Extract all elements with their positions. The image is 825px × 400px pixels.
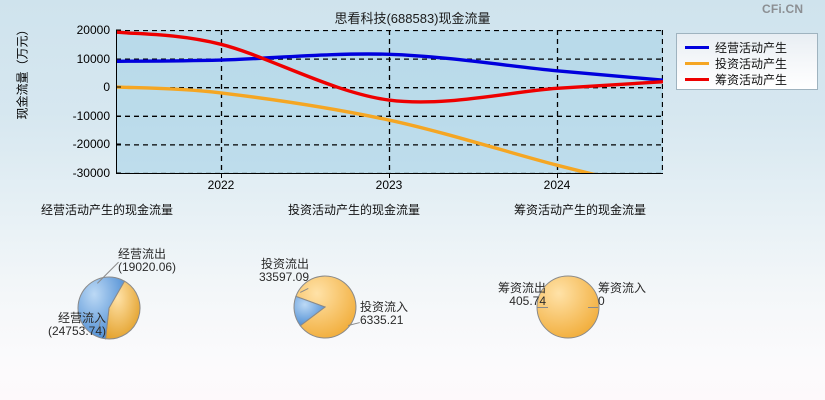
- pie-label-value: 0: [598, 294, 605, 308]
- pie-label-name: 筹资流入: [598, 281, 647, 295]
- x-axis-tick-mark: [221, 173, 222, 178]
- pie-slice[interactable]: [104, 280, 141, 340]
- legend-color-swatch: [685, 78, 709, 81]
- line-plot-svg: [116, 30, 663, 173]
- pie-label-name: 投资流出: [260, 257, 309, 271]
- page-title: 思看科技(688583)现金流量: [334, 11, 491, 26]
- pie-chart-svg: [77, 276, 141, 340]
- x-axis-tick-label: 2024: [543, 178, 571, 192]
- pie-label-inflow: 筹资流入 0: [598, 282, 668, 308]
- legend-item-label: 经营活动产生: [715, 41, 788, 55]
- pie-label-value: (24753.74): [47, 324, 106, 338]
- y-axis-tick-label: 10000: [76, 51, 110, 66]
- y-axis-tick-mark: [116, 29, 121, 31]
- x-axis-tick-label: 2023: [375, 178, 403, 192]
- pie-chart-svg: [293, 275, 357, 339]
- pie-label-outflow: 筹资流出 405.74: [480, 282, 546, 308]
- pie-label-value: (19020.06): [118, 260, 177, 274]
- series-line: [116, 85, 596, 173]
- watermark: CFi.CN: [762, 2, 804, 16]
- y-axis-tick-mark: [116, 172, 121, 174]
- y-axis-tick-label: 0: [103, 80, 110, 95]
- y-axis-tick-mark: [116, 143, 121, 145]
- y-axis-line: [116, 30, 117, 173]
- legend-item-label: 投资活动产生: [715, 57, 788, 71]
- section-header: 投资活动产生的现金流量: [287, 203, 421, 217]
- pie-label-leader-line: [588, 307, 598, 308]
- pie-slice[interactable]: [293, 295, 327, 327]
- legend-color-swatch: [685, 62, 709, 65]
- series-line: [116, 30, 663, 104]
- section-header: 经营活动产生的现金流量: [40, 203, 174, 217]
- pie-label-name: 筹资流出: [497, 281, 546, 295]
- y-axis-tick-label: -20000: [72, 137, 110, 152]
- pie-label-name: 投资流入: [360, 300, 409, 314]
- pie-slice[interactable]: [295, 275, 357, 339]
- y-axis-tick-label: 20000: [76, 23, 110, 37]
- y-axis-title: 现金流量（万元）: [15, 23, 30, 120]
- section-header: 筹资活动产生的现金流量: [513, 203, 647, 217]
- pie-label-value: 33597.09: [258, 270, 309, 284]
- legend-item-label: 筹资活动产生: [715, 73, 788, 87]
- pie-label-outflow: 投资流出 33597.09: [243, 258, 309, 284]
- pie-label-name: 经营流入: [57, 311, 106, 325]
- y-axis-tick-labels: 20000 10000 0 -10000 -20000 -30000: [40, 23, 110, 180]
- pie-label-value: 405.74: [509, 294, 546, 308]
- y-axis-tick-mark: [116, 86, 121, 88]
- series-line: [116, 52, 663, 82]
- legend-item[interactable]: 投资活动产生: [685, 56, 817, 71]
- legend-color-swatch: [685, 46, 709, 49]
- x-axis-tick-label: 2022: [207, 178, 235, 192]
- y-axis-tick-mark: [116, 58, 121, 60]
- y-axis-tick-label: -10000: [72, 108, 110, 123]
- pie-label-value: 6335.21: [360, 313, 404, 327]
- line-plot-area: [116, 30, 663, 173]
- pie-label-leader-line: [537, 307, 548, 308]
- y-axis-tick-mark: [116, 115, 121, 117]
- legend-item[interactable]: 经营活动产生: [685, 40, 817, 55]
- x-axis-tick-mark: [389, 173, 390, 178]
- pie-slice[interactable]: [77, 276, 126, 340]
- x-axis-tick-mark: [557, 173, 558, 178]
- pie-label-name: 经营流出: [118, 247, 167, 261]
- pie-label-inflow: 投资流入 6335.21: [360, 301, 436, 327]
- pie-label-inflow: 经营流入 (24753.74): [2, 312, 106, 338]
- y-axis-tick-label: -30000: [72, 166, 110, 180]
- chart-legend: 经营活动产生 投资活动产生 筹资活动产生: [676, 33, 818, 90]
- pie-label-outflow: 经营流出 (19020.06): [118, 248, 208, 274]
- legend-item[interactable]: 筹资活动产生: [685, 72, 817, 87]
